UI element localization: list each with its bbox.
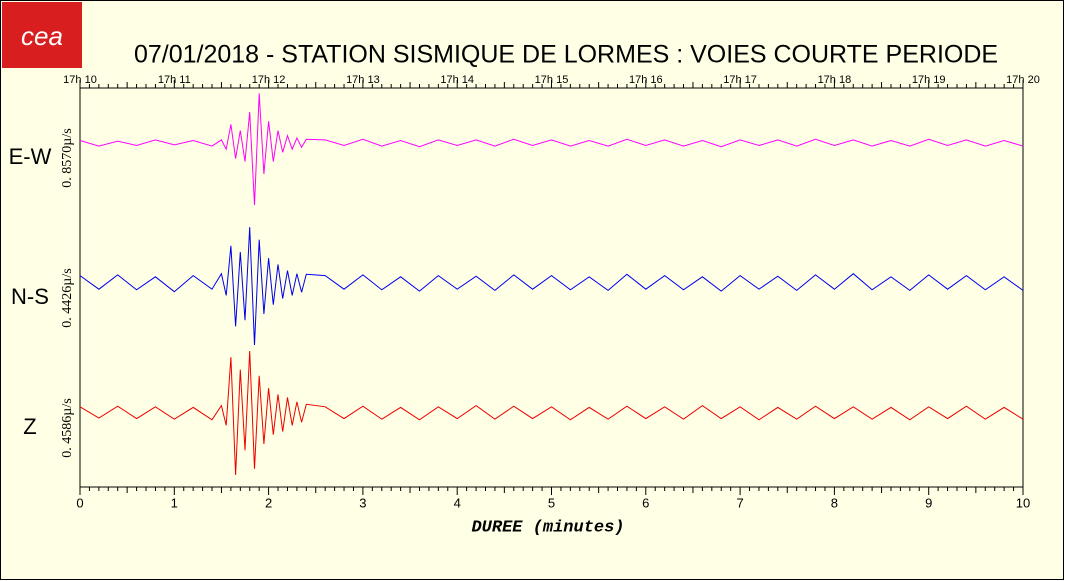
x-tick-label: 3: [359, 495, 366, 510]
series-label: E-W: [9, 144, 52, 169]
x-axis-label: DUREE (minutes): [471, 518, 624, 537]
x-tick-label: 8: [831, 495, 838, 510]
x2-tick-label: 17h 12: [252, 74, 286, 86]
logo: cea: [21, 21, 63, 51]
x-tick-label: 5: [548, 495, 555, 510]
logo-box: [2, 2, 82, 68]
x2-tick-label: 17h 19: [912, 74, 946, 86]
trace: [79, 93, 1024, 206]
series-label: Z: [23, 414, 36, 439]
x-tick-label: 10: [1016, 495, 1030, 510]
x2-tick-label: 17h 20: [1006, 74, 1040, 86]
x-tick-label: 0: [76, 495, 83, 510]
series-label: N-S: [11, 284, 49, 309]
scale-label: 0. 4426µ/s: [60, 268, 75, 327]
chart-title: 07/01/2018 - STATION SISMIQUE DE LORMES …: [134, 41, 998, 69]
scale-label: 0. 8570µ/s: [60, 128, 75, 187]
x-tick-label: 2: [265, 495, 272, 510]
x2-tick-label: 17h 10: [63, 74, 97, 86]
x2-tick-label: 17h 15: [535, 74, 569, 86]
x2-tick-label: 17h 13: [346, 74, 380, 86]
x2-tick-label: 17h 16: [629, 74, 663, 86]
x-tick-label: 6: [642, 495, 649, 510]
x-tick-label: 4: [454, 495, 461, 510]
trace: [79, 227, 1024, 346]
x2-tick-label: 17h 18: [818, 74, 852, 86]
x-tick-label: 1: [171, 495, 178, 510]
trace: [79, 350, 1024, 476]
x-tick-label: 9: [925, 495, 932, 510]
scale-label: 0. 4586µ/s: [60, 398, 75, 457]
x2-tick-label: 17h 11: [158, 74, 191, 86]
x2-tick-label: 17h 17: [723, 74, 757, 86]
x-tick-label: 7: [736, 495, 743, 510]
x2-tick-label: 17h 14: [440, 74, 474, 86]
